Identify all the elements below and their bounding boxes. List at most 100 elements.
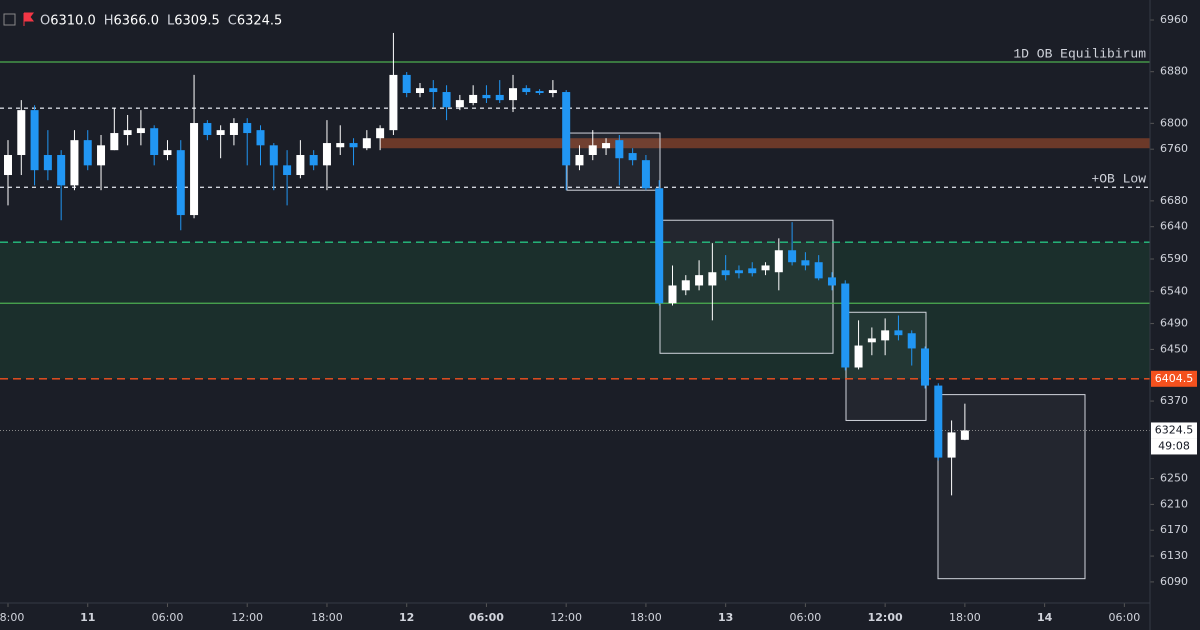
candle-body [4, 155, 12, 176]
candle-body [296, 155, 305, 176]
y-tick-label: 6210 [1160, 497, 1188, 510]
candle-body [748, 268, 757, 274]
candle-body [123, 130, 132, 135]
candle-body [894, 330, 903, 336]
ohlc-key: C [228, 14, 237, 29]
y-tick-label: 6640 [1160, 220, 1188, 233]
y-tick-label: 6960 [1160, 13, 1188, 26]
level-label: +OB Low [1091, 172, 1146, 187]
candle-body [269, 145, 278, 166]
x-tick-label: 18:00 [311, 611, 343, 624]
candle-body [415, 88, 424, 94]
candle-body [136, 128, 145, 134]
candle-body [548, 90, 557, 94]
y-tick-label: 6590 [1160, 252, 1188, 265]
candle-body [801, 260, 810, 266]
candle-body [788, 250, 797, 263]
candle-body [336, 143, 345, 148]
candle-body [655, 188, 664, 304]
x-tick-label: 18:00 [949, 611, 981, 624]
candle-body [283, 165, 292, 176]
candle-body [362, 138, 371, 149]
candle-body [309, 155, 318, 166]
y-tick-label: 6450 [1160, 342, 1188, 355]
x-tick-label: 12 [399, 611, 414, 624]
candle-body [907, 333, 916, 349]
y-tick-label: 6090 [1160, 575, 1188, 588]
candle-body [921, 348, 930, 386]
candle-body [761, 265, 770, 271]
ohlc-key: O [40, 14, 50, 29]
candle-body [615, 140, 624, 159]
candle-body [814, 262, 823, 279]
candle-body [322, 143, 331, 166]
candle-body [628, 153, 637, 161]
candle-body [681, 280, 690, 291]
candle-body [602, 143, 611, 149]
countdown-tag [1151, 438, 1197, 455]
y-tick-label: 6370 [1160, 394, 1188, 407]
candle-body [708, 272, 717, 286]
x-tick-label: 13 [718, 611, 733, 624]
current-price-label: 6324.5 [1155, 423, 1194, 436]
candle-body [668, 285, 677, 304]
candle-body [163, 150, 172, 156]
candle-body [827, 277, 836, 286]
x-tick-label: 18:00 [630, 611, 662, 624]
y-tick-label: 6490 [1160, 317, 1188, 330]
candle-body [947, 432, 956, 458]
candle-body [588, 145, 597, 156]
candle-body [150, 128, 159, 156]
current-price-tag [1151, 422, 1197, 439]
order-block-box [937, 394, 1086, 580]
level-label: 1D OB Equilibirum [1013, 46, 1146, 61]
candle-body [43, 155, 52, 171]
candle-body [774, 250, 783, 273]
x-tick-label: 06:00 [790, 611, 822, 624]
candle-body [376, 128, 385, 139]
candle-body [482, 94, 491, 99]
candle-body [243, 123, 252, 134]
x-tick-label: 12:00 [868, 611, 903, 624]
y-tick-label: 6800 [1160, 116, 1188, 129]
zone [380, 138, 1150, 149]
ohlc-value: 6324.5 [237, 14, 283, 29]
countdown-label: 49:08 [1158, 439, 1190, 452]
candle-body [562, 92, 571, 166]
y-tick-label: 6250 [1160, 472, 1188, 485]
ohlc-key: L [167, 14, 175, 29]
y-tick-label: 6680 [1160, 194, 1188, 207]
ohlc-value: 6309.5 [174, 14, 220, 29]
expand-icon[interactable] [3, 13, 16, 26]
candle-body [960, 430, 969, 440]
price-tag [1151, 370, 1197, 387]
price-tag-label: 6404.5 [1155, 372, 1194, 385]
candle-body [83, 140, 92, 166]
y-tick-label: 6540 [1160, 284, 1188, 297]
flag-icon[interactable] [23, 12, 34, 26]
candle-body [17, 110, 26, 156]
candle-body [881, 330, 890, 341]
candle-body [70, 140, 79, 186]
y-tick-label: 6880 [1160, 65, 1188, 78]
x-tick-label: 8:00 [0, 611, 24, 624]
candle-body [575, 155, 584, 166]
x-tick-label: 06:00 [1109, 611, 1141, 624]
candle-body [256, 130, 265, 146]
ohlc-value: 6310.0 [50, 14, 96, 29]
zone [0, 242, 1150, 379]
candle-body [854, 345, 863, 368]
y-tick-label: 6760 [1160, 142, 1188, 155]
candle-body [30, 110, 39, 171]
x-tick-label: 06:00 [469, 611, 504, 624]
candle-body [402, 74, 411, 94]
candle-body [721, 270, 730, 276]
candle-body [97, 145, 106, 166]
ohlc-value: 6366.0 [114, 14, 160, 29]
candle-body [349, 143, 358, 148]
candle-body [57, 155, 66, 186]
x-tick-label: 11 [80, 611, 95, 624]
candle-body [934, 385, 943, 458]
candle-body [389, 74, 398, 131]
plot: 1D OB Equilibirum +OB Low 6960 6880 6800 6760… [0, 13, 1188, 624]
